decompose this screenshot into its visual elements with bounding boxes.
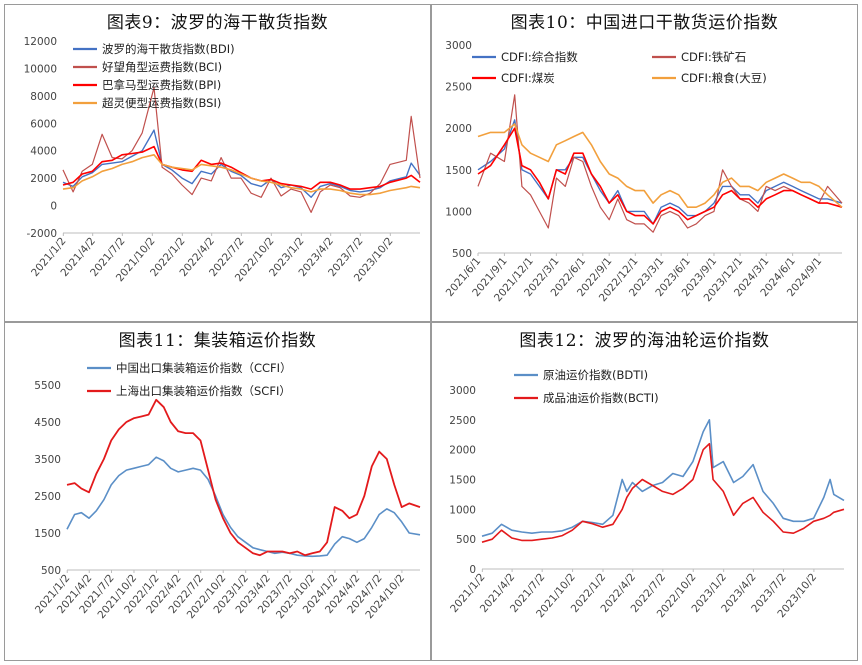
legend-label: 超灵便型运费指数(BSI) [102, 96, 221, 110]
chart-panel-tanker: 图表12：波罗的海油轮运价指数 0 500 1000 1500 2000 2500 3000… [431, 322, 858, 661]
chart-svg: -20000200040006000800010000120002021/1/2… [24, 36, 421, 284]
series-line [477, 94, 843, 233]
y-tick-label: 6000 [30, 118, 57, 130]
y-tick-label: 1000 [449, 504, 476, 516]
series-line [477, 123, 843, 208]
y-tick-label: 1500 [449, 475, 476, 487]
legend-label: 波罗的海干散货指数(BDI) [102, 42, 235, 56]
chart-svg: 500100015002000250030002021/6/12021/9/12… [444, 40, 843, 304]
y-tick-label: 2500 [34, 491, 61, 503]
y-tick-label: 0 [50, 201, 57, 213]
y-tick-label: 1000 [445, 206, 472, 218]
y-tick-label: 10000 [24, 63, 57, 75]
legend-label: CDFI:综合指数 [501, 50, 578, 64]
panel-title: 图表12：波罗的海油轮运价指数 [519, 331, 770, 351]
series-line [62, 87, 421, 213]
y-tick-label: -2000 [26, 228, 57, 240]
y-tick-label: 4000 [30, 146, 57, 158]
legend-label: 成品油运价指数(BCTI) [543, 391, 659, 405]
panel-title: 图表9：波罗的海干散货指数 [106, 13, 329, 33]
y-tick-label: 0 [469, 564, 476, 576]
y-tick-label: 3000 [449, 385, 476, 397]
y-tick-label: 500 [456, 534, 476, 546]
series-line [62, 145, 421, 190]
y-tick-label: 1500 [445, 165, 472, 177]
y-tick-label: 2500 [449, 415, 476, 427]
series-line [66, 398, 421, 557]
y-tick-label: 12000 [24, 36, 57, 48]
series-line [66, 456, 421, 558]
y-tick-label: 3500 [34, 454, 61, 466]
series-line [62, 154, 421, 196]
y-tick-label: 500 [41, 565, 61, 577]
y-tick-label: 500 [452, 248, 472, 260]
series-line [62, 129, 421, 198]
y-tick-label: 1500 [34, 528, 61, 540]
chart-panel-cdfi: 图表10：中国进口干散货运价指数 500 1000 1500 2000 2500 3000… [431, 4, 858, 322]
legend-label: 好望角型运费指数(BCI) [102, 60, 222, 74]
series-line [481, 442, 845, 543]
legend-label: 上海出口集装箱运价指数（SCFI） [116, 384, 291, 398]
y-tick-label: 2500 [445, 82, 472, 94]
legend-label: 巴拿马型运费指数(BPI) [102, 78, 221, 92]
legend-label: CDFI:煤炭 [501, 71, 555, 85]
y-tick-label: 8000 [30, 91, 57, 103]
y-tick-label: 2000 [445, 123, 472, 135]
legend-label: CDFI:铁矿石 [681, 50, 746, 64]
series-line [481, 419, 845, 537]
legend-label: 原油运价指数(BDTI) [543, 368, 648, 382]
y-tick-label: 2000 [30, 173, 57, 185]
chart-svg: 0500100015002000250030002021/1/22021/4/2… [448, 368, 845, 620]
y-tick-label: 4500 [34, 417, 61, 429]
y-tick-label: 2000 [449, 445, 476, 457]
chart-panel-bdi: 图表9：波罗的海干散货指数 -2000 0 2000 4000 6000 8000 1000… [4, 4, 431, 322]
y-tick-label: 5500 [34, 380, 61, 392]
panel-title: 图表10：中国进口干散货运价指数 [510, 13, 779, 33]
y-tick-label: 3000 [445, 40, 472, 52]
chart-panel-container: 图表11：集装箱运价指数 500 1500 2500 3500 4500 5500 2021… [4, 322, 431, 661]
series-line [477, 127, 843, 225]
panel-title: 图表11：集装箱运价指数 [118, 331, 317, 351]
legend-label: 中国出口集装箱运价指数（CCFI） [116, 361, 292, 375]
legend-label: CDFI:粮食(大豆) [681, 71, 767, 85]
chart-svg: 500150025003500450055002021/1/22021/4/22… [33, 361, 421, 621]
